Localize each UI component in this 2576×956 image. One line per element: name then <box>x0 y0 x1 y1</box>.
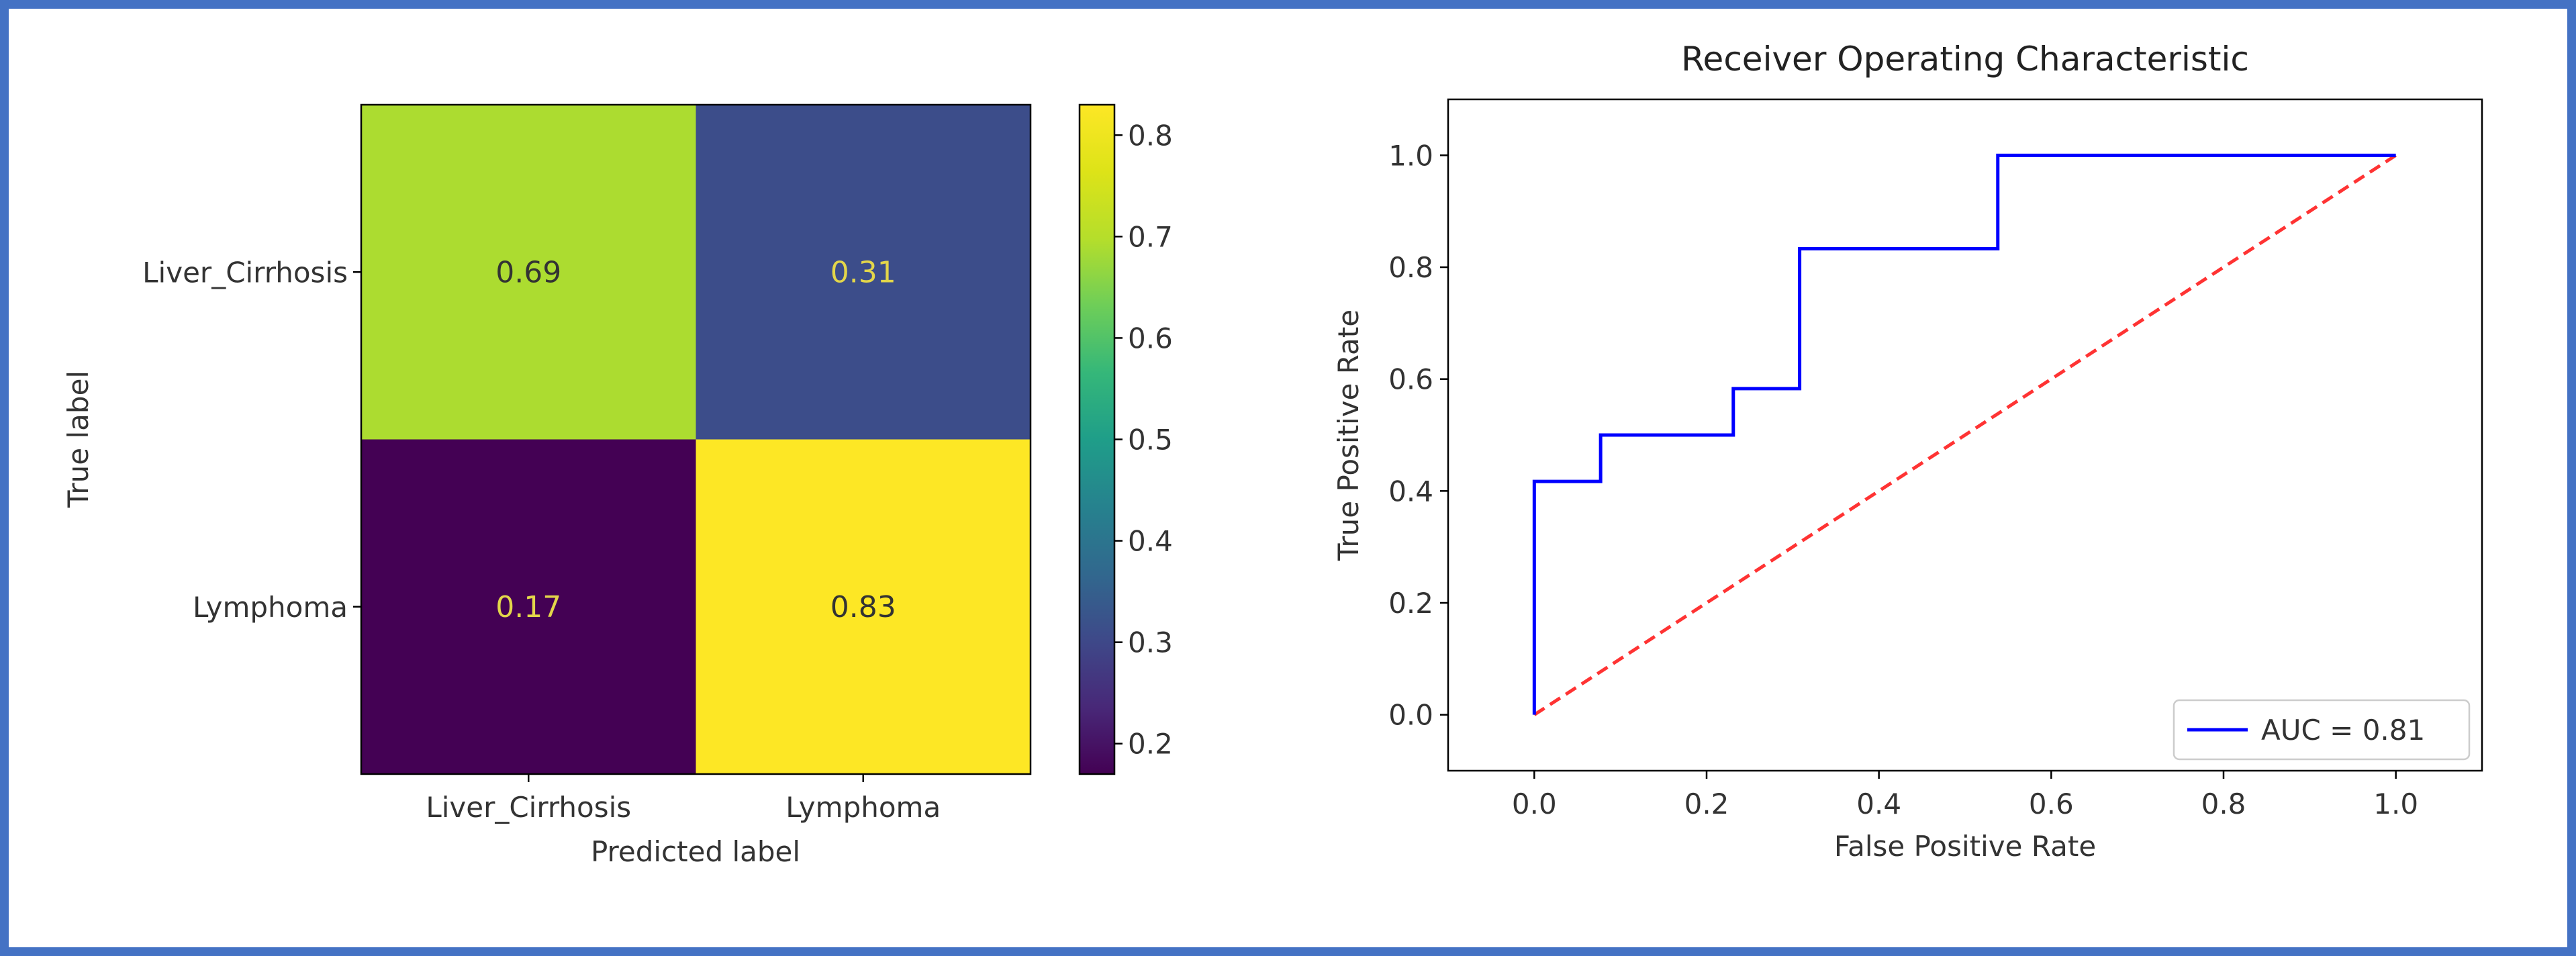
cm-cell-label-1-0: 0.17 <box>495 590 561 624</box>
cm-y-tick-label: Liver_Cirrhosis <box>142 256 348 289</box>
roc-y-tick-label: 0.2 <box>1388 587 1433 620</box>
roc-y-tick-label: 0.8 <box>1388 251 1433 284</box>
cm-y-axis-label: True label <box>62 371 95 508</box>
cm-y-tick-label: Lymphoma <box>193 591 348 624</box>
roc-x-tick-label: 0.4 <box>1856 787 1901 820</box>
cm-cell-label-0-0: 0.69 <box>495 255 561 289</box>
cm-cell-0-0 <box>361 105 696 440</box>
roc-plot: Receiver Operating Characteristic 0.0 0.2… <box>1332 40 2483 863</box>
roc-x-tick-label: 0.8 <box>2201 787 2246 820</box>
roc-x-tick-label: 1.0 <box>2373 787 2418 820</box>
colorbar-tick-label: 0.2 <box>1128 728 1173 761</box>
colorbar-tick-label: 0.4 <box>1128 525 1173 558</box>
roc-x-tick-label: 0.2 <box>1684 787 1729 820</box>
cm-cell-0-1 <box>696 105 1031 440</box>
roc-legend: AUC = 0.81 <box>2173 699 2471 761</box>
roc-legend-box <box>2173 699 2471 761</box>
cm-x-axis-label: Predicted label <box>591 835 800 868</box>
roc-y-tick-label: 1.0 <box>1388 139 1433 172</box>
cm-cell-label-0-1: 0.31 <box>830 255 896 289</box>
roc-y-axis-label: True Positive Rate <box>1332 309 1365 561</box>
roc-ticks: 0.0 0.2 0.4 0.6 0.8 1.0 0.0 0.2 0.4 0.6 0.8 1.0 <box>1388 139 2418 820</box>
roc-x-tick-label: 0.6 <box>2029 787 2074 820</box>
cm-x-tick-label: Liver_Cirrhosis <box>426 791 631 824</box>
roc-y-tick-label: 0.4 <box>1388 475 1433 508</box>
roc-title: Receiver Operating Characteristic <box>1681 40 2249 79</box>
confusion-matrix-frame <box>360 103 1032 775</box>
cm-cell-1-1 <box>696 439 1031 774</box>
confusion-matrix-ticks: Liver_Cirrhosis Lymphoma Liver_Cirrhosis Ly… <box>142 256 941 824</box>
roc-x-axis-label: False Positive Rate <box>1834 830 2096 863</box>
roc-x-tick-label: 0.0 <box>1512 787 1557 820</box>
colorbar-ticks: 0.2 0.3 0.4 0.5 0.6 0.7 0.8 <box>1114 119 1173 761</box>
confusion-matrix-cells: 0.69 0.31 0.17 0.83 <box>361 105 1031 774</box>
colorbar-tick-label: 0.8 <box>1128 119 1173 152</box>
colorbar-tick-label: 0.5 <box>1128 424 1173 457</box>
confusion-matrix: 0.69 0.31 0.17 0.83 Liver_Cirrhosis Lymphoma… <box>62 103 1032 868</box>
cm-cell-1-0 <box>361 439 696 774</box>
colorbar-gradient <box>1078 103 1116 775</box>
roc-y-tick-label: 0.6 <box>1388 363 1433 396</box>
cm-x-tick-label: Lymphoma <box>785 791 941 824</box>
colorbar-tick-label: 0.7 <box>1128 220 1173 253</box>
figure-canvas: 0.69 0.31 0.17 0.83 Liver_Cirrhosis Lymphoma… <box>62 40 2483 868</box>
colorbar-tick-label: 0.3 <box>1128 626 1173 659</box>
colorbar: 0.2 0.3 0.4 0.5 0.6 0.7 0.8 <box>1078 103 1173 775</box>
cm-cell-label-1-1: 0.83 <box>830 590 896 624</box>
roc-y-tick-label: 0.0 <box>1388 699 1433 732</box>
colorbar-tick-label: 0.6 <box>1128 322 1173 354</box>
roc-legend-label: AUC = 0.81 <box>2261 714 2425 747</box>
roc-lines <box>1532 153 2397 716</box>
roc-chance-line <box>1533 154 2397 716</box>
roc-curve <box>1532 153 2396 715</box>
